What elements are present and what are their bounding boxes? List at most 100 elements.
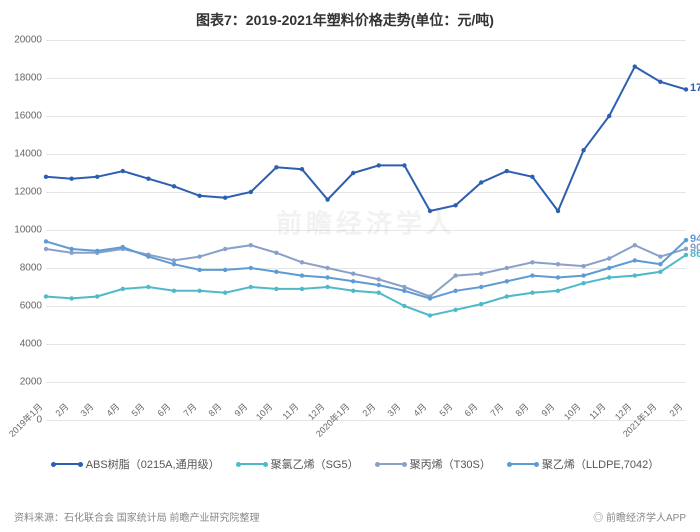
series-marker	[351, 279, 355, 283]
series-marker	[325, 275, 329, 279]
series-marker	[377, 163, 381, 167]
series-marker	[223, 247, 227, 251]
series-marker	[197, 268, 201, 272]
series-marker	[633, 243, 637, 247]
series-marker	[684, 87, 688, 91]
series-marker	[428, 209, 432, 213]
y-tick-label: 12000	[14, 187, 42, 198]
y-tick-label: 18000	[14, 73, 42, 84]
series-marker	[530, 273, 534, 277]
series-marker	[44, 239, 48, 243]
series-marker	[479, 272, 483, 276]
x-tick-label: 2月	[52, 400, 71, 419]
series-marker	[633, 273, 637, 277]
chart-title: 图表7：2019-2021年塑料价格走势(单位：元/吨)	[10, 10, 680, 30]
legend-item: 聚丙烯（T30S）	[377, 456, 491, 472]
series-marker	[530, 175, 534, 179]
legend-swatch	[509, 463, 537, 465]
x-tick-label: 3月	[384, 400, 403, 419]
series-marker	[377, 277, 381, 281]
chart-container: 图表7：2019-2021年塑料价格走势(单位：元/吨) 前瞻经济学人 0200…	[0, 0, 700, 532]
series-marker	[607, 275, 611, 279]
series-marker	[505, 294, 509, 298]
series-marker	[402, 289, 406, 293]
series-marker	[351, 171, 355, 175]
series-marker	[274, 165, 278, 169]
y-tick-label: 14000	[14, 149, 42, 160]
series-marker	[69, 247, 73, 251]
series-marker	[121, 169, 125, 173]
series-marker	[146, 285, 150, 289]
x-tick-label: 7月	[487, 400, 506, 419]
series-marker	[325, 266, 329, 270]
legend-label: 聚丙烯（T30S）	[410, 456, 491, 472]
series-marker	[684, 238, 688, 242]
series-marker	[172, 262, 176, 266]
series-marker	[556, 262, 560, 266]
series-marker	[479, 285, 483, 289]
series-marker	[95, 249, 99, 253]
legend-item: ABS树脂（0215A,通用级）	[53, 456, 220, 472]
legend-item: 聚乙烯（LLDPE,7042）	[509, 456, 659, 472]
x-tick-label: 4月	[103, 400, 122, 419]
series-marker	[684, 247, 688, 251]
legend-label: ABS树脂（0215A,通用级）	[86, 456, 220, 472]
x-tick-label: 5月	[128, 400, 147, 419]
x-tick-label: 5月	[436, 400, 455, 419]
series-marker	[197, 289, 201, 293]
series-end-label: 9470	[690, 233, 700, 245]
series-marker	[249, 285, 253, 289]
series-marker	[556, 209, 560, 213]
series-marker	[505, 266, 509, 270]
y-tick-label: 10000	[14, 225, 42, 236]
series-marker	[197, 194, 201, 198]
x-tick-label: 10月	[253, 400, 276, 423]
series-marker	[581, 273, 585, 277]
series-marker	[44, 247, 48, 251]
series-marker	[658, 270, 662, 274]
x-tick-label: 9月	[538, 400, 557, 419]
series-marker	[633, 258, 637, 262]
series-marker	[300, 260, 304, 264]
x-tick-label: 6月	[461, 400, 480, 419]
series-marker	[581, 264, 585, 268]
footer: 资料来源：石化联合会 国家统计局 前瞻产业研究院整理 ◎ 前瞻经济学人APP	[14, 509, 686, 524]
y-tick-label: 20000	[14, 35, 42, 46]
series-line	[46, 67, 686, 211]
series-marker	[95, 175, 99, 179]
series-marker	[69, 296, 73, 300]
series-marker	[351, 289, 355, 293]
series-marker	[377, 283, 381, 287]
y-tick-label: 16000	[14, 111, 42, 122]
series-marker	[377, 291, 381, 295]
legend-label: 聚氯乙烯（SG5）	[271, 456, 359, 472]
series-marker	[121, 245, 125, 249]
x-tick-label: 11月	[586, 400, 608, 422]
series-marker	[658, 80, 662, 84]
x-tick-label: 11月	[279, 400, 301, 422]
legend-swatch	[238, 463, 266, 465]
x-axis: 2019年1月2月3月4月5月6月7月8月9月10月11月12月2020年1月2…	[36, 394, 676, 454]
series-marker	[44, 294, 48, 298]
plot-area: 前瞻经济学人 020004000600080001000012000140001…	[46, 40, 686, 420]
series-marker	[505, 169, 509, 173]
series-marker	[223, 196, 227, 200]
series-marker	[581, 281, 585, 285]
series-marker	[197, 254, 201, 258]
series-marker	[249, 266, 253, 270]
x-tick-label: 2月	[359, 400, 378, 419]
series-marker	[223, 291, 227, 295]
x-tick-label: 10月	[560, 400, 583, 423]
series-marker	[607, 114, 611, 118]
footer-source: 资料来源：石化联合会 国家统计局 前瞻产业研究院整理	[14, 509, 260, 524]
series-marker	[249, 243, 253, 247]
series-marker	[402, 304, 406, 308]
x-tick-label: 8月	[205, 400, 224, 419]
series-marker	[556, 275, 560, 279]
series-marker	[146, 177, 150, 181]
series-marker	[453, 273, 457, 277]
series-marker	[146, 254, 150, 258]
series-marker	[325, 197, 329, 201]
x-tick-label: 4月	[410, 400, 429, 419]
series-marker	[274, 251, 278, 255]
